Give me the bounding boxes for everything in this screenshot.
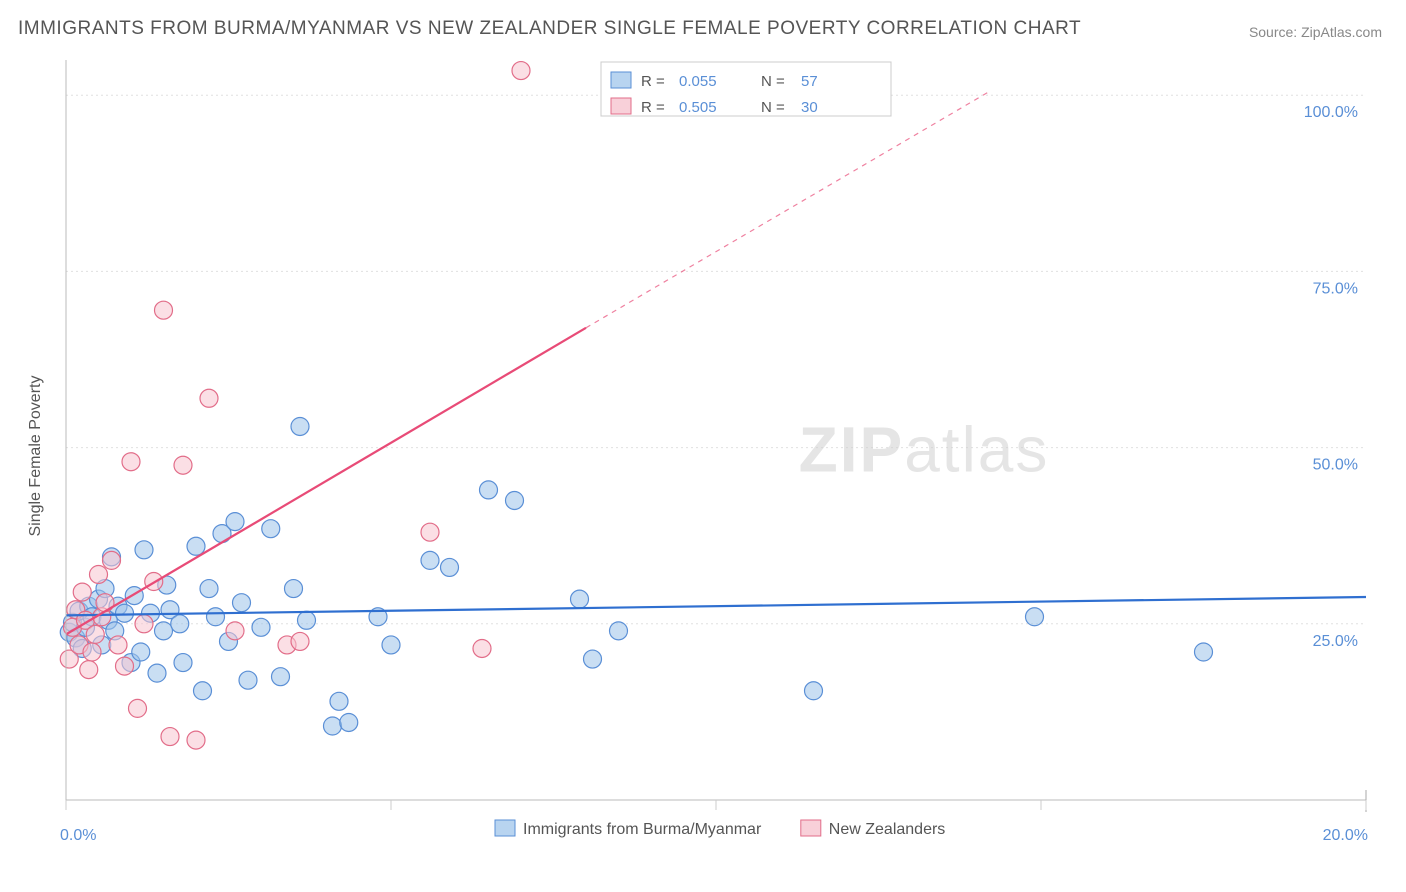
trend-line-pink-dash	[586, 92, 989, 328]
y-tick-label: 25.0%	[1313, 633, 1358, 650]
data-point	[233, 594, 251, 612]
legend-n-label: N =	[761, 99, 785, 116]
data-point	[480, 481, 498, 499]
legend-swatch	[611, 98, 631, 114]
data-point	[200, 580, 218, 598]
trend-line-pink	[66, 328, 586, 635]
data-point	[298, 611, 316, 629]
data-point	[132, 643, 150, 661]
data-point	[171, 615, 189, 633]
y-tick-label: 50.0%	[1313, 457, 1358, 474]
data-point	[421, 551, 439, 569]
data-point	[187, 731, 205, 749]
source-credit: Source: ZipAtlas.com	[1249, 24, 1382, 40]
x-tick-label: 20.0%	[1323, 827, 1368, 844]
data-point	[200, 389, 218, 407]
data-point	[116, 604, 134, 622]
bottom-legend-swatch	[495, 820, 515, 836]
data-point	[226, 622, 244, 640]
legend-r-label: R =	[641, 99, 665, 116]
data-point	[194, 682, 212, 700]
data-point	[226, 513, 244, 531]
data-point	[324, 717, 342, 735]
source-label: Source:	[1249, 24, 1297, 40]
data-point	[473, 639, 491, 657]
data-point	[272, 668, 290, 686]
data-point	[83, 643, 101, 661]
data-point	[1026, 608, 1044, 626]
data-point	[262, 520, 280, 538]
y-tick-label: 100.0%	[1304, 104, 1358, 121]
watermark: ZIPatlas	[799, 414, 1050, 486]
data-point	[135, 541, 153, 559]
data-point	[116, 657, 134, 675]
data-point	[291, 417, 309, 435]
data-point	[129, 699, 147, 717]
data-point	[80, 661, 98, 679]
legend-n-value: 30	[801, 99, 818, 116]
data-point	[161, 728, 179, 746]
data-point	[103, 551, 121, 569]
data-point	[187, 537, 205, 555]
data-point	[122, 453, 140, 471]
data-point	[148, 664, 166, 682]
data-point	[330, 692, 348, 710]
data-point	[86, 625, 104, 643]
data-point	[109, 636, 127, 654]
data-point	[96, 594, 114, 612]
chart-container: Single Female Poverty 25.0%50.0%75.0%100…	[48, 56, 1388, 856]
x-tick-label: 0.0%	[60, 827, 96, 844]
data-point	[90, 565, 108, 583]
data-point	[155, 622, 173, 640]
data-point	[73, 583, 91, 601]
data-point	[174, 654, 192, 672]
data-point	[155, 301, 173, 319]
bottom-legend-swatch	[801, 820, 821, 836]
data-point	[805, 682, 823, 700]
data-point	[610, 622, 628, 640]
data-point	[252, 618, 270, 636]
bottom-legend-label: New Zealanders	[829, 821, 946, 838]
data-point	[441, 558, 459, 576]
legend-n-label: N =	[761, 73, 785, 90]
legend-r-value: 0.505	[679, 99, 717, 116]
scatter-chart: 25.0% 50.0% 75.0% 100.0% ZIPatlas 0.0% 20.0% R …	[48, 56, 1388, 856]
legend-swatch	[611, 72, 631, 88]
y-tick-label: 75.0%	[1313, 280, 1358, 297]
data-point	[382, 636, 400, 654]
data-point	[174, 456, 192, 474]
legend-r-value: 0.055	[679, 73, 717, 90]
chart-title: IMMIGRANTS FROM BURMA/MYANMAR VS NEW ZEA…	[18, 18, 1081, 40]
bottom-legend-label: Immigrants from Burma/Myanmar	[523, 821, 762, 838]
data-point	[421, 523, 439, 541]
data-point	[584, 650, 602, 668]
legend-n-value: 57	[801, 73, 818, 90]
data-point	[291, 632, 309, 650]
data-point	[1195, 643, 1213, 661]
data-point	[207, 608, 225, 626]
legend-r-label: R =	[641, 73, 665, 90]
data-point	[512, 62, 530, 80]
data-point	[239, 671, 257, 689]
trend-line-blue	[66, 597, 1366, 615]
data-point	[506, 491, 524, 509]
data-point	[340, 713, 358, 731]
data-point	[285, 580, 303, 598]
y-axis-label: Single Female Poverty	[27, 376, 45, 537]
source-link[interactable]: ZipAtlas.com	[1301, 24, 1382, 40]
data-point	[571, 590, 589, 608]
data-point	[135, 615, 153, 633]
